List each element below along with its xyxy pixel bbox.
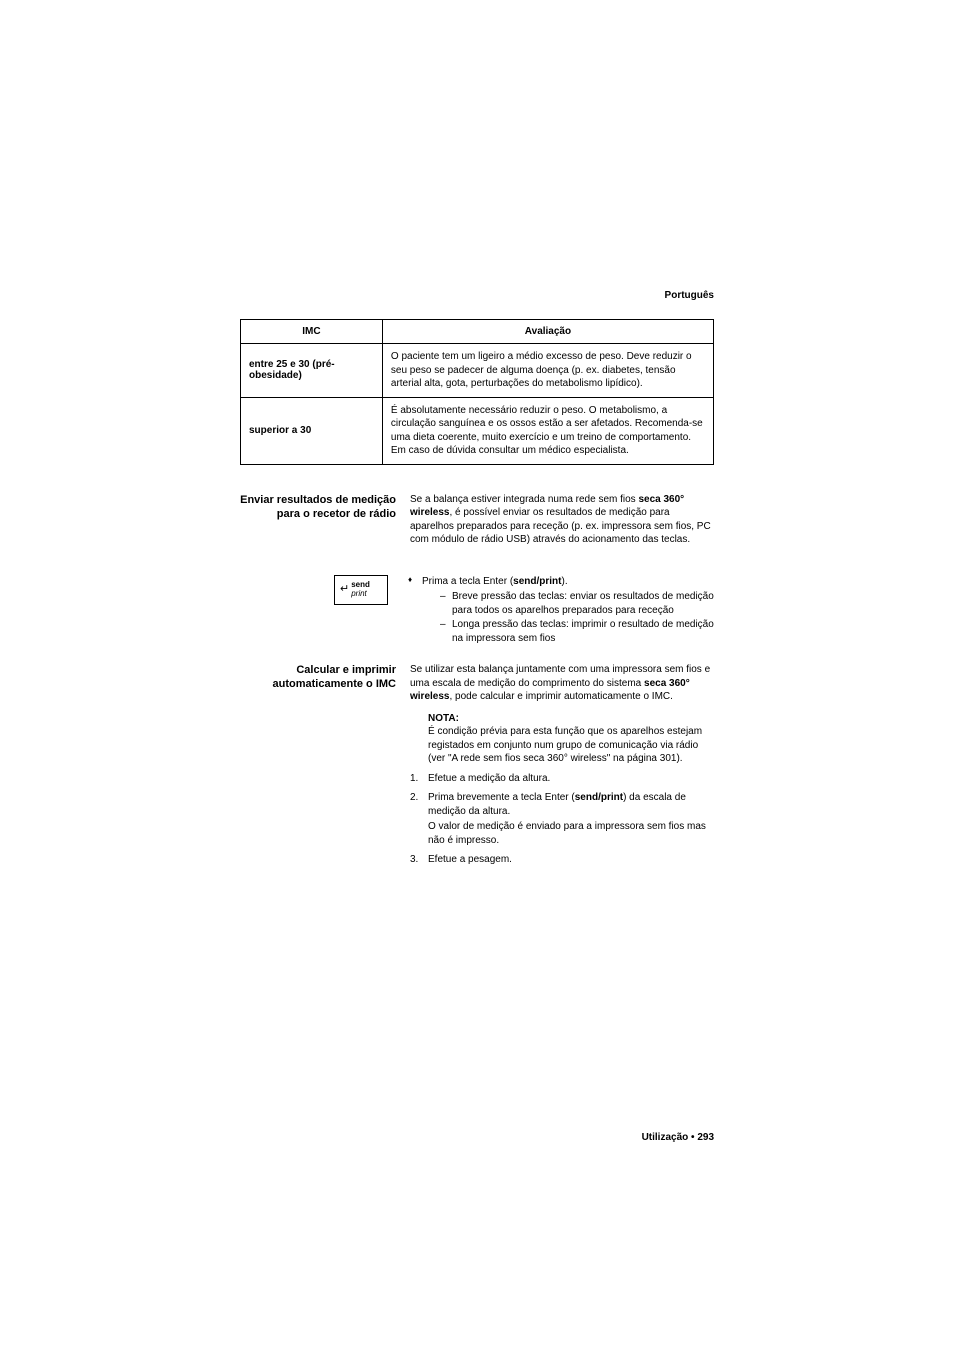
section-body: Se utilizar esta balança juntamente com … (410, 663, 714, 873)
paragraph: Se a balança estiver integrada numa rede… (410, 493, 714, 547)
section-body: Se a balança estiver integrada numa rede… (410, 493, 714, 555)
table-cell-imc: entre 25 e 30 (pré-obesidade) (241, 344, 383, 398)
table-cell-eval: O paciente tem um ligeiro a médio excess… (382, 344, 713, 398)
section-heading: Enviar resultados de medição para o rece… (240, 493, 410, 555)
step-extra: O valor de medição é enviado para a impr… (428, 820, 714, 847)
paragraph: Se utilizar esta balança juntamente com … (410, 663, 714, 704)
note-body: É condição prévia para esta função que o… (428, 726, 702, 764)
note-title: NOTA: (428, 713, 459, 724)
key-label-print: print (351, 590, 370, 598)
table-cell-eval: É absolutamente necessário reduzir o pes… (382, 397, 713, 464)
section-auto-imc: Calcular e imprimir automaticamente o IM… (240, 663, 714, 873)
table-header-eval: Avaliação (382, 320, 713, 344)
table-row: entre 25 e 30 (pré-obesidade) O paciente… (241, 344, 714, 398)
table-header-imc: IMC (241, 320, 383, 344)
enter-key-illustration: ↵ send print (334, 575, 388, 605)
note-block: NOTA: É condição prévia para esta função… (410, 712, 714, 766)
table-row: superior a 30 É absolutamente necessário… (241, 397, 714, 464)
table-cell-imc: superior a 30 (241, 397, 383, 464)
section-send-results: Enviar resultados de medição para o rece… (240, 493, 714, 555)
enter-body: Prima a tecla Enter (send/print). Breve … (388, 575, 714, 648)
bullet-item: Prima a tecla Enter (send/print). Breve … (408, 575, 714, 646)
sub-bullet-item: Breve pressão das teclas: enviar os resu… (440, 590, 714, 617)
step-item: 2. Prima brevemente a tecla Enter (send/… (410, 791, 714, 847)
enter-arrow-icon: ↵ (340, 584, 349, 595)
step-item: 3. Efetue a pesagem. (410, 853, 714, 867)
imc-table: IMC Avaliação entre 25 e 30 (pré-obesida… (240, 319, 714, 465)
sub-bullet-item: Longa pressão das teclas: imprimir o res… (440, 618, 714, 645)
step-item: 1. Efetue a medição da altura. (410, 772, 714, 786)
enter-key-row: ↵ send print Prima a tecla Enter (send/p… (240, 575, 714, 648)
language-label: Português (240, 290, 714, 301)
page-footer: Utilização • 293 (642, 1132, 714, 1143)
section-heading: Calcular e imprimir automaticamente o IM… (240, 663, 410, 873)
